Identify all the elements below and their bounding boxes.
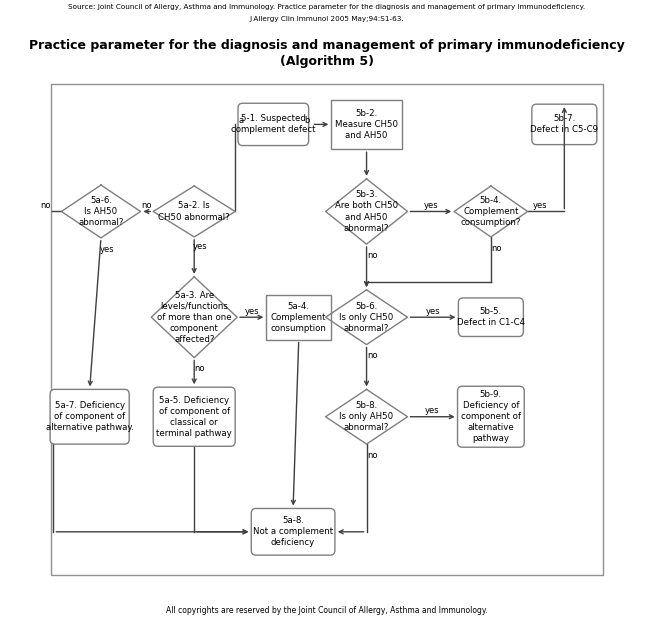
Text: Practice parameter for the diagnosis and management of primary immunodeficiency: Practice parameter for the diagnosis and… [29, 39, 625, 52]
Polygon shape [151, 277, 237, 358]
Text: 5b-5.
Defect in C1-C4: 5b-5. Defect in C1-C4 [456, 307, 525, 327]
Text: 5a-2. Is
CH50 abnormal?: 5a-2. Is CH50 abnormal? [158, 202, 230, 221]
Polygon shape [454, 186, 528, 237]
Text: no: no [367, 351, 377, 360]
FancyBboxPatch shape [458, 386, 525, 447]
Text: yes: yes [425, 406, 440, 415]
Text: 5b-8.
Is only AH50
abnormal?: 5b-8. Is only AH50 abnormal? [339, 401, 394, 432]
Text: no: no [367, 251, 377, 260]
Text: yes: yes [533, 201, 547, 210]
Text: yes: yes [426, 307, 440, 315]
Text: 5a-8.
Not a complement
deficiency: 5a-8. Not a complement deficiency [253, 516, 333, 547]
FancyBboxPatch shape [50, 389, 129, 444]
FancyBboxPatch shape [458, 298, 523, 337]
Bar [331, 100, 402, 149]
Polygon shape [61, 185, 141, 238]
Text: b: b [304, 116, 309, 125]
Text: no: no [491, 244, 502, 253]
Polygon shape [153, 186, 235, 237]
Text: 5b-6.
Is only CH50
abnormal?: 5b-6. Is only CH50 abnormal? [339, 302, 394, 333]
Text: no: no [142, 201, 152, 210]
Text: yes: yes [99, 244, 114, 254]
Text: 5b-2.
Measure CH50
and AH50: 5b-2. Measure CH50 and AH50 [335, 109, 398, 140]
Text: J Allergy Clin Immunol 2005 May;94:S1-63.: J Allergy Clin Immunol 2005 May;94:S1-63… [250, 16, 404, 22]
Text: yes: yes [424, 201, 438, 210]
FancyBboxPatch shape [153, 387, 235, 447]
Text: Source: Joint Council of Allergy, Asthma and Immunology. Practice parameter for : Source: Joint Council of Allergy, Asthma… [69, 4, 585, 11]
FancyBboxPatch shape [251, 509, 335, 555]
Text: 5b-3.
Are both CH50
and AH50
abnormal?: 5b-3. Are both CH50 and AH50 abnormal? [335, 190, 398, 233]
Text: All copyrights are reserved by the Joint Council of Allergy, Asthma and Immunolo: All copyrights are reserved by the Joint… [166, 606, 488, 615]
Polygon shape [326, 179, 407, 244]
Text: no: no [367, 451, 377, 460]
Text: 5b-9.
Deficiency of
component of
alternative
pathway: 5b-9. Deficiency of component of alterna… [461, 390, 521, 443]
Text: 5a-5. Deficiency
of component of
classical or
terminal pathway: 5a-5. Deficiency of component of classic… [156, 396, 232, 438]
Text: yes: yes [245, 307, 259, 315]
Text: yes: yes [192, 243, 207, 251]
Text: no: no [41, 201, 51, 210]
Polygon shape [326, 389, 407, 444]
Text: 5b-7.
Defect in C5-C9: 5b-7. Defect in C5-C9 [530, 114, 598, 134]
Polygon shape [326, 290, 407, 345]
Text: 5a-3. Are
levels/functions
of more than one
component
affected?: 5a-3. Are levels/functions of more than … [157, 290, 232, 344]
Text: 5a-6.
Is AH50
abnormal?: 5a-6. Is AH50 abnormal? [78, 196, 124, 227]
Text: a: a [238, 116, 243, 125]
Bar [266, 295, 331, 340]
Text: 5a-7. Deficiency
of component of
alternative pathway.: 5a-7. Deficiency of component of alterna… [46, 401, 133, 432]
Text: 5-1. Suspected
complement defect: 5-1. Suspected complement defect [231, 114, 316, 134]
FancyBboxPatch shape [532, 104, 597, 144]
Text: 5a-4.
Complement
consumption: 5a-4. Complement consumption [271, 302, 327, 333]
Text: (Algorithm 5): (Algorithm 5) [280, 55, 374, 68]
Text: 5b-4.
Complement
consumption?: 5b-4. Complement consumption? [460, 196, 521, 227]
Bar [51, 84, 603, 575]
Text: no: no [195, 364, 205, 373]
FancyBboxPatch shape [238, 103, 309, 146]
